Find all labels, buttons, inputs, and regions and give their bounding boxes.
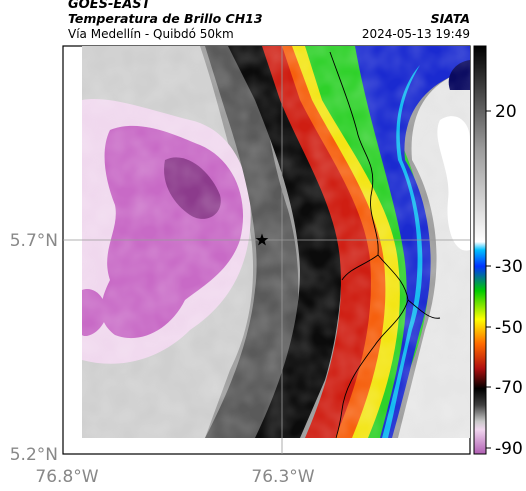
star-marker-icon bbox=[255, 233, 269, 246]
lon-tick-label: 76.8°W bbox=[35, 467, 98, 487]
region-subtitle: Vía Medellín - Quibdó 50km bbox=[68, 27, 234, 41]
colorbar-tick-label: -50 bbox=[495, 318, 523, 338]
colorbar-tick-label: -30 bbox=[495, 257, 523, 277]
lon-tick-label: 76.3°W bbox=[251, 467, 314, 487]
administrative-boundaries bbox=[329, 51, 441, 438]
product-title: Temperatura de Brillo CH13 bbox=[68, 11, 263, 26]
lat-tick-label: 5.7°N bbox=[10, 231, 58, 251]
colorbar-tick-label: -90 bbox=[495, 439, 523, 459]
timestamp-label: 2024-05-13 19:49 bbox=[361, 27, 470, 41]
colorbar-tick-label: -70 bbox=[495, 378, 523, 398]
organization-label: SIATA bbox=[430, 11, 470, 26]
colorbar-tick-label: 20 bbox=[495, 102, 517, 122]
brightness-temperature-field bbox=[82, 46, 470, 438]
colorbar bbox=[473, 45, 487, 455]
lat-tick-label: 5.2°N bbox=[10, 445, 58, 465]
satellite-name: GOES-EAST bbox=[68, 0, 151, 12]
